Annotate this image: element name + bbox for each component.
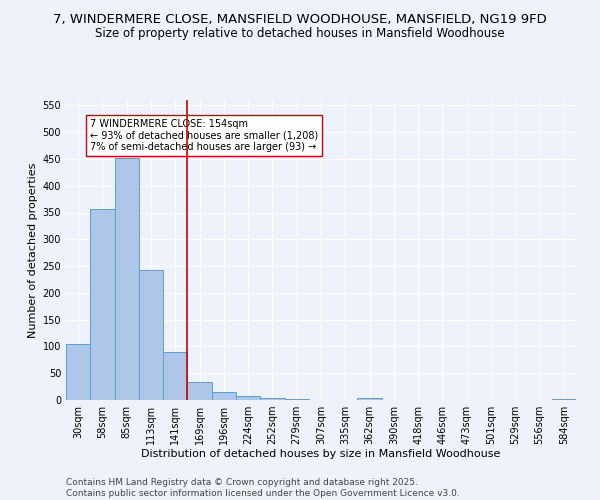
Bar	[163, 352, 187, 400]
Bar	[187, 382, 212, 400]
Bar	[212, 392, 236, 400]
Bar	[358, 398, 382, 400]
Bar	[66, 344, 90, 400]
Bar	[90, 209, 115, 400]
Text: Size of property relative to detached houses in Mansfield Woodhouse: Size of property relative to detached ho…	[95, 28, 505, 40]
X-axis label: Distribution of detached houses by size in Mansfield Woodhouse: Distribution of detached houses by size …	[142, 448, 500, 458]
Text: Contains HM Land Registry data © Crown copyright and database right 2025.
Contai: Contains HM Land Registry data © Crown c…	[66, 478, 460, 498]
Bar	[115, 158, 139, 400]
Y-axis label: Number of detached properties: Number of detached properties	[28, 162, 38, 338]
Bar	[260, 398, 284, 400]
Text: 7 WINDERMERE CLOSE: 154sqm
← 93% of detached houses are smaller (1,208)
7% of se: 7 WINDERMERE CLOSE: 154sqm ← 93% of deta…	[90, 118, 319, 152]
Text: 7, WINDERMERE CLOSE, MANSFIELD WOODHOUSE, MANSFIELD, NG19 9FD: 7, WINDERMERE CLOSE, MANSFIELD WOODHOUSE…	[53, 12, 547, 26]
Bar	[552, 399, 576, 400]
Bar	[236, 396, 260, 400]
Bar	[139, 270, 163, 400]
